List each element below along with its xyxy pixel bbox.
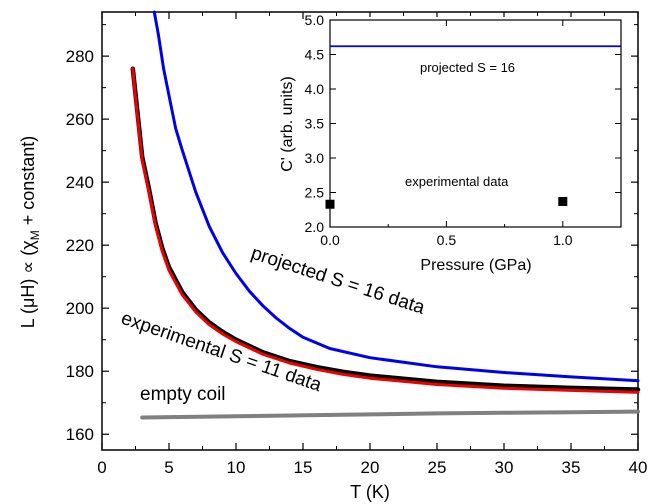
y-tick-label: 280 bbox=[66, 47, 94, 66]
inset-y-tick-label: 3.5 bbox=[305, 116, 325, 132]
x-tick-label: 40 bbox=[629, 458, 648, 477]
empty-coil-annotation: empty coil bbox=[140, 384, 226, 405]
x-tick-label: 10 bbox=[227, 458, 246, 477]
inset-axis-ticks bbox=[329, 19, 622, 228]
x-tick-label: 15 bbox=[294, 458, 313, 477]
main-series-group bbox=[130, 10, 641, 420]
inset-y-tick-label: 3.0 bbox=[305, 150, 325, 166]
empty-series-line bbox=[140, 409, 640, 420]
inset-projected-label: projected S = 16 bbox=[420, 60, 515, 75]
inset-data-point bbox=[558, 196, 568, 206]
inset-data-point bbox=[325, 199, 335, 209]
inset-experimental-label: experimental data bbox=[405, 174, 509, 189]
inset-series-group bbox=[325, 45, 621, 209]
y-tick-label: 160 bbox=[66, 425, 94, 444]
x-tick-label: 0 bbox=[97, 458, 106, 477]
x-axis-title: T (K) bbox=[350, 482, 390, 502]
inset-x-axis-title: Pressure (GPa) bbox=[420, 257, 531, 274]
inset-y-axis-title: C' (arb. units) bbox=[279, 76, 296, 172]
inset-y-tick-label: 5.0 bbox=[305, 12, 325, 28]
x-tick-label: 25 bbox=[428, 458, 447, 477]
x-tick-label: 5 bbox=[164, 458, 173, 477]
main-tick-labels: 0 5 10 15 20 25 30 35 40 160 180 200 220 240 260 280 bbox=[66, 47, 648, 477]
x-tick-label: 30 bbox=[495, 458, 514, 477]
x-tick-label: 20 bbox=[361, 458, 380, 477]
inset-y-tick-label: 2.0 bbox=[305, 219, 325, 235]
inset-y-tick-label: 4.0 bbox=[305, 81, 325, 97]
inset-background bbox=[328, 17, 624, 229]
inset-tick-labels: 0.0 0.5 1.0 2.0 2.5 3.0 3.5 4.0 4.5 5.0 bbox=[305, 12, 573, 248]
inset-x-tick-label: 0.5 bbox=[437, 232, 457, 248]
y-tick-label: 180 bbox=[66, 362, 94, 381]
experimental-fit-series-line bbox=[131, 67, 640, 394]
y-axis-title: L (μH) ∝ (χM + constant) bbox=[18, 136, 42, 329]
main-axis-ticks bbox=[101, 12, 639, 450]
inset-y-tick-label: 4.5 bbox=[305, 47, 325, 63]
projected-series-line bbox=[152, 10, 640, 383]
x-tick-label: 35 bbox=[562, 458, 581, 477]
inset-x-tick-label: 1.0 bbox=[553, 232, 573, 248]
y-tick-label: 200 bbox=[66, 299, 94, 318]
y-tick-label: 220 bbox=[66, 236, 94, 255]
y-tick-label: 260 bbox=[66, 110, 94, 129]
inset-y-tick-label: 2.5 bbox=[305, 185, 325, 201]
projected-annotation: projected S = 16 data bbox=[248, 243, 427, 319]
inset-x-tick-label: 0.0 bbox=[320, 232, 340, 248]
y-tick-label: 240 bbox=[66, 173, 94, 192]
